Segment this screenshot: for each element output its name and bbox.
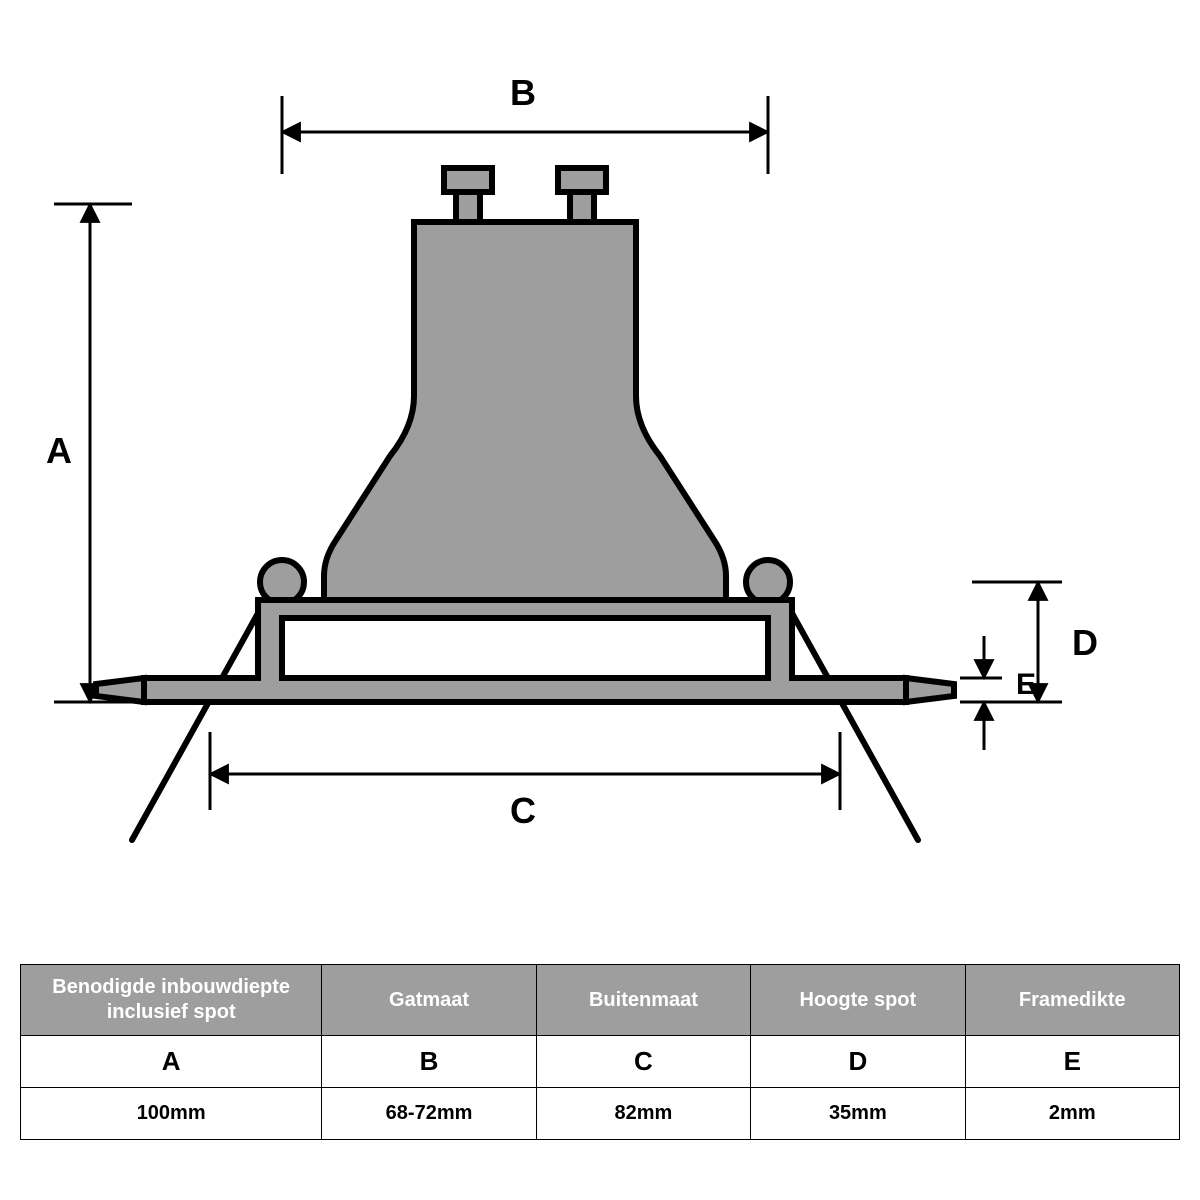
spec-value-A: 100mm — [21, 1088, 322, 1140]
lamp-pins — [444, 168, 606, 222]
spec-letter-A: A — [21, 1036, 322, 1088]
spec-letter-D: D — [751, 1036, 965, 1088]
dim-label-A: A — [46, 430, 72, 472]
spec-header-row: Benodigde inbouwdiepte inclusief spot Ga… — [21, 965, 1180, 1036]
spec-letter-E: E — [965, 1036, 1179, 1088]
dim-label-B: B — [510, 72, 536, 114]
spec-letter-B: B — [322, 1036, 536, 1088]
dimension-E — [960, 636, 1002, 750]
spec-value-D: 35mm — [751, 1088, 965, 1140]
spec-value-E: 2mm — [965, 1088, 1179, 1140]
dim-label-C: C — [510, 790, 536, 832]
spec-header-A: Benodigde inbouwdiepte inclusief spot — [21, 965, 322, 1036]
spec-header-C: Buitenmaat — [536, 965, 750, 1036]
spec-value-B: 68-72mm — [322, 1088, 536, 1140]
spec-value-row: 100mm 68-72mm 82mm 35mm 2mm — [21, 1088, 1180, 1140]
spec-table: Benodigde inbouwdiepte inclusief spot Ga… — [20, 964, 1180, 1140]
lamp-body — [324, 222, 726, 600]
spec-header-D: Hoogte spot — [751, 965, 965, 1036]
dim-label-E: E — [1016, 668, 1036, 702]
spec-header-B: Gatmaat — [322, 965, 536, 1036]
fixture-inner — [282, 618, 768, 678]
spec-letter-row: A B C D E — [21, 1036, 1180, 1088]
dim-label-D: D — [1072, 622, 1098, 664]
spec-value-C: 82mm — [536, 1088, 750, 1140]
spec-header-E: Framedikte — [965, 965, 1179, 1036]
technical-drawing-svg — [0, 0, 1200, 930]
spec-letter-C: C — [536, 1036, 750, 1088]
